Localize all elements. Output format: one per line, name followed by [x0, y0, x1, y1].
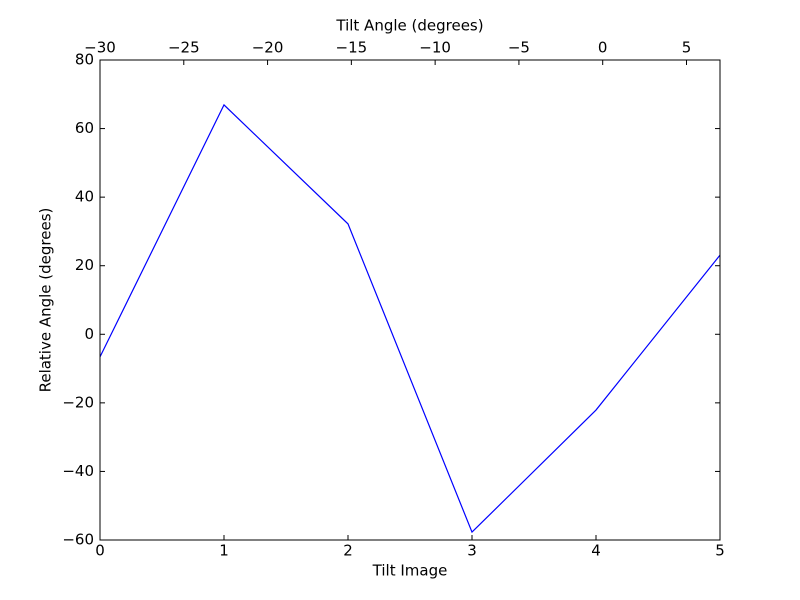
- top-tick-label: −15: [336, 39, 368, 57]
- y-tick-label: 40: [75, 188, 94, 206]
- y-tick-label: −40: [62, 462, 94, 480]
- y-tick-label: 20: [75, 256, 94, 274]
- top-tick-label: 5: [682, 39, 692, 57]
- x-axis-label: Tilt Image: [372, 562, 448, 580]
- top-tick-label: 0: [598, 39, 608, 57]
- data-line: [99, 103, 721, 534]
- top-axis-label: Tilt Angle (degrees): [335, 17, 483, 35]
- y-axis-label: Relative Angle (degrees): [37, 208, 55, 393]
- x-tick-label: 4: [591, 542, 601, 560]
- top-tick-label: −30: [84, 39, 116, 57]
- x-tick-label: 5: [715, 542, 725, 560]
- x-tick-label: 3: [467, 542, 477, 560]
- x-tick-label: 2: [343, 542, 353, 560]
- plot-frame: [99, 59, 721, 541]
- x-tick-label: 0: [95, 542, 105, 560]
- y-tick-label: 80: [75, 51, 94, 69]
- top-tick-label: −20: [252, 39, 284, 57]
- y-tick-label: 60: [75, 119, 94, 137]
- y-tick-label: −60: [62, 531, 94, 549]
- x-tick-label: 1: [219, 542, 229, 560]
- top-tick-label: −25: [168, 39, 200, 57]
- y-tick-label: −20: [62, 393, 94, 411]
- top-tick-label: −5: [508, 39, 530, 57]
- top-tick-label: −10: [419, 39, 451, 57]
- y-tick-label: 0: [84, 325, 94, 343]
